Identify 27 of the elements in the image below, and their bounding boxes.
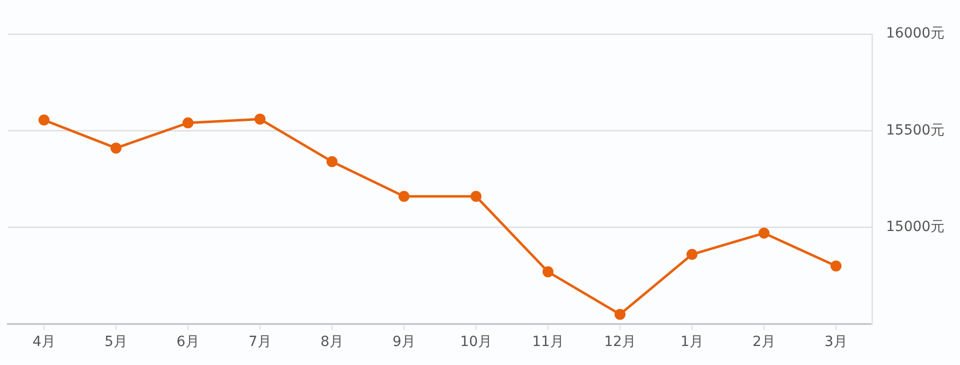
x-tick-label: 12月 <box>604 334 636 350</box>
x-tick-label: 4月 <box>32 334 56 350</box>
x-tick-label: 9月 <box>392 334 416 350</box>
x-tick-label: 5月 <box>104 334 128 350</box>
x-tick-label: 8月 <box>320 334 344 350</box>
x-tick-label: 1月 <box>680 334 704 350</box>
y-tick-label: 16000元 <box>886 26 945 42</box>
x-tick-label: 3月 <box>824 334 848 350</box>
x-tick-label: 11月 <box>532 334 564 350</box>
point <box>38 114 50 126</box>
x-tick-label: 10月 <box>460 334 492 350</box>
point <box>398 190 410 202</box>
point <box>110 142 122 154</box>
point <box>182 117 194 128</box>
point <box>758 228 770 239</box>
point <box>254 114 266 125</box>
x-tick-label: 2月 <box>752 334 776 350</box>
y-tick-label: 15500元 <box>886 122 945 138</box>
point <box>614 308 626 320</box>
x-tick-label: 6月 <box>176 334 200 350</box>
x-tick-label: 7月 <box>248 334 272 350</box>
point <box>830 260 842 272</box>
y-tick-label: 15000元 <box>886 218 945 235</box>
point <box>326 156 338 168</box>
point <box>686 248 698 260</box>
point <box>470 190 482 202</box>
point <box>542 266 554 278</box>
